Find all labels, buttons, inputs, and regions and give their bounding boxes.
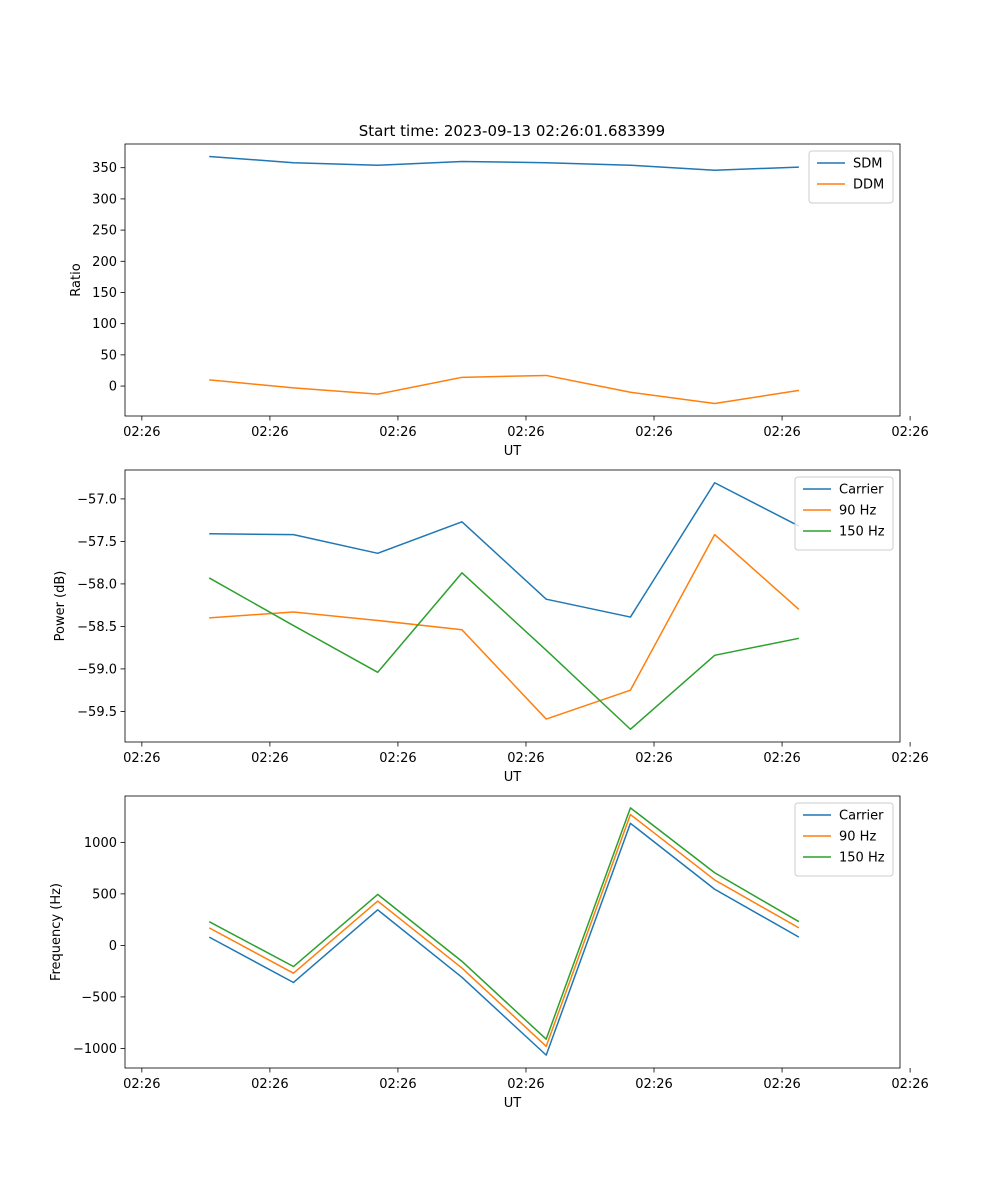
y-tick-label: 300 <box>92 192 117 207</box>
x-axis-label: UT <box>504 444 522 459</box>
legend-label: Carrier <box>839 483 884 498</box>
chart-panel-3: 02:26 02:26 02:26 02:26 02:26 02:26 02:26 −1000… <box>49 795 929 1111</box>
x-tick-label: 02:26 <box>123 425 160 440</box>
x-tick-label: 02:26 <box>635 1077 672 1092</box>
series-line-90-hz <box>208 813 800 1048</box>
legend-label: 150 Hz <box>839 851 885 866</box>
x-tick-label: 02:26 <box>507 751 544 766</box>
chart-panel-2: 02:26 02:26 02:26 02:26 02:26 02:26 02:26 −59.5… <box>53 469 929 785</box>
x-tick-label: 02:26 <box>763 425 800 440</box>
legend-label: SDM <box>853 157 882 172</box>
x-tick-label: 02:26 <box>763 751 800 766</box>
y-tick-label: 150 <box>92 286 117 301</box>
series-line-carrier <box>209 482 800 618</box>
legend-label: 90 Hz <box>839 830 876 845</box>
x-tick-label: 02:26 <box>763 1077 800 1092</box>
y-tick-label: 1000 <box>84 836 117 851</box>
chart-panel-1: 02:26 02:26 02:26 02:26 02:26 02:26 02:26 0 50 10… <box>69 143 929 459</box>
y-tick-label: 250 <box>92 224 117 239</box>
x-axis-label: UT <box>504 1096 522 1111</box>
y-tick-label: −58.0 <box>77 577 117 592</box>
x-tick-label: 02:26 <box>635 751 672 766</box>
y-axis-label: Ratio <box>69 263 84 296</box>
y-tick-label: 0 <box>109 939 117 954</box>
y-tick-label: −58.5 <box>77 620 117 635</box>
axes-frame <box>124 143 901 417</box>
y-tick-label: 200 <box>92 255 117 270</box>
legend: SDM DDM <box>808 150 894 204</box>
x-tick-label: 02:26 <box>251 751 288 766</box>
x-tick-label: 02:26 <box>507 425 544 440</box>
y-tick-label: 50 <box>100 348 117 363</box>
legend-box <box>808 150 894 204</box>
y-tick-label: −500 <box>81 990 117 1005</box>
series-line-ddm <box>209 374 800 405</box>
series-line-90-hz <box>209 533 800 720</box>
x-tick-label: 02:26 <box>891 425 928 440</box>
axes-frame <box>124 469 901 743</box>
legend: Carrier 90 Hz 150 Hz <box>794 476 894 551</box>
legend-label: Carrier <box>839 809 884 824</box>
series-line-sdm <box>209 155 799 171</box>
figure-title: Start time: 2023-09-13 02:26:01.683399 <box>359 122 665 140</box>
y-tick-label: −1000 <box>73 1042 117 1057</box>
x-tick-label: 02:26 <box>251 425 288 440</box>
y-tick-label: 100 <box>92 317 117 332</box>
y-tick-label: 350 <box>92 161 117 176</box>
y-tick-label: 0 <box>109 380 117 395</box>
x-tick-label: 02:26 <box>379 751 416 766</box>
x-tick-label: 02:26 <box>379 425 416 440</box>
x-tick-label: 02:26 <box>507 1077 544 1092</box>
legend: Carrier 90 Hz 150 Hz <box>794 802 894 877</box>
axes-frame <box>124 795 901 1069</box>
axes-background <box>125 470 900 742</box>
x-tick-label: 02:26 <box>251 1077 288 1092</box>
x-tick-label: 02:26 <box>891 751 928 766</box>
axes-background <box>125 144 900 416</box>
y-tick-label: −59.5 <box>77 705 117 720</box>
y-tick-label: −59.0 <box>77 662 117 677</box>
y-tick-label: −57.5 <box>77 535 117 550</box>
x-tick-label: 02:26 <box>379 1077 416 1092</box>
x-axis-label: UT <box>504 770 522 785</box>
y-axis-label: Power (dB) <box>53 571 68 642</box>
x-tick-label: 02:26 <box>891 1077 928 1092</box>
series-line-carrier <box>208 822 800 1056</box>
x-tick-label: 02:26 <box>123 1077 160 1092</box>
series-line-150-hz <box>208 572 800 730</box>
legend-label: 90 Hz <box>839 504 876 519</box>
y-axis-label: Frequency (Hz) <box>49 883 64 981</box>
x-tick-label: 02:26 <box>635 425 672 440</box>
y-tick-label: −57.0 <box>77 492 117 507</box>
series-line-150-hz <box>208 807 800 1040</box>
x-tick-label: 02:26 <box>123 751 160 766</box>
y-tick-label: 500 <box>92 887 117 902</box>
legend-label: 150 Hz <box>839 525 885 540</box>
panels: 02:26 02:26 02:26 02:26 02:26 02:26 02:26 0 50 10… <box>49 143 929 1111</box>
legend-label: DDM <box>853 178 884 193</box>
axes-background <box>125 796 900 1068</box>
